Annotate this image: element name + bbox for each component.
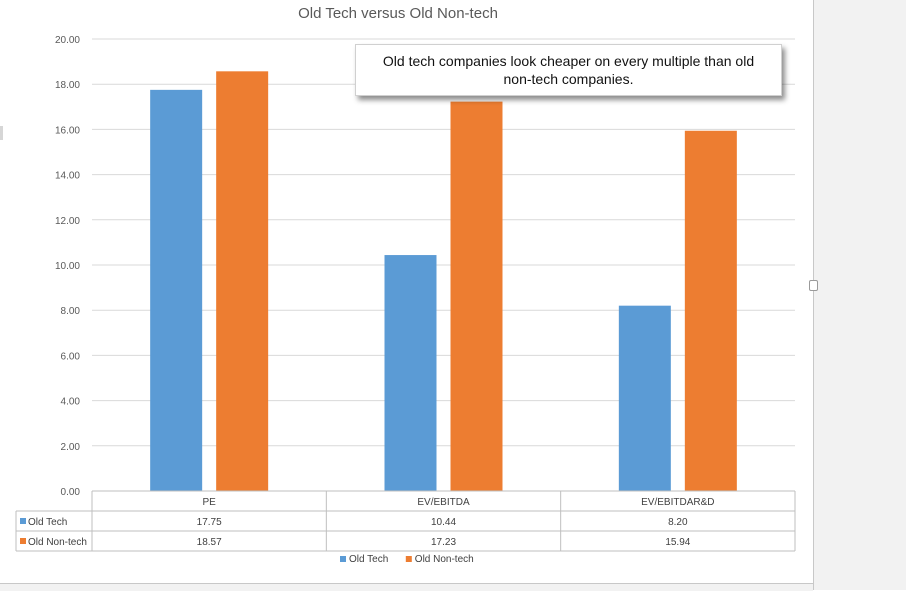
x-category-label: EV/EBITDA [417, 497, 470, 508]
y-tick-label: 12.00 [55, 216, 80, 227]
chart-resize-handle[interactable] [809, 280, 818, 291]
table-legend-key [20, 538, 26, 544]
y-tick-label: 2.00 [61, 442, 81, 453]
y-tick-label: 16.00 [55, 125, 80, 136]
data-table: PE EV/EBITDA EV/EBITDAR&D Old Tech 17.75 10.4… [15, 490, 796, 552]
table-legend-key [20, 518, 26, 524]
bar-old-non-tech-0 [216, 71, 269, 492]
bar-chart[interactable]: Old Tech versus Old Non-tech 0.00 2.00 4.0… [0, 0, 813, 583]
annotation-callout[interactable]: Old tech companies look cheaper on every… [355, 44, 782, 96]
bar-old-tech-1 [384, 255, 437, 491]
bar-old-non-tech-2 [684, 130, 737, 492]
table-series-name: Old Tech [28, 517, 67, 528]
y-axis: 0.00 2.00 4.00 6.00 8.00 10.00 12.00 14.00 16.00… [55, 35, 80, 498]
sheet-right-margin [813, 0, 906, 590]
y-tick-label: 20.00 [55, 35, 80, 46]
legend: Old Tech Old Non-tech [340, 554, 474, 565]
annotation-text: Old tech companies look cheaper on every… [382, 53, 755, 87]
table-series-name: Old Non-tech [28, 537, 87, 548]
x-category-label: EV/EBITDAR&D [641, 497, 714, 508]
data-label: 8.20 [668, 517, 688, 528]
y-tick-label: 14.00 [55, 171, 80, 182]
chart-title: Old Tech versus Old Non-tech [298, 5, 498, 22]
legend-key [340, 556, 346, 562]
x-category-label: PE [202, 497, 216, 508]
sheet-bottom-margin [0, 583, 813, 591]
bar-old-tech-0 [150, 89, 203, 491]
data-label: 18.57 [197, 537, 222, 548]
left-edge-marker [0, 126, 3, 140]
y-tick-label: 0.00 [61, 487, 81, 498]
bars [150, 71, 737, 492]
legend-label: Old Non-tech [415, 554, 474, 565]
data-label: 17.23 [431, 537, 456, 548]
data-label: 15.94 [665, 537, 690, 548]
legend-key [405, 556, 412, 562]
y-tick-label: 6.00 [61, 351, 81, 362]
y-tick-label: 8.00 [61, 306, 81, 317]
y-tick-label: 4.00 [61, 397, 81, 408]
y-tick-label: 10.00 [55, 261, 80, 272]
data-label: 10.44 [431, 517, 456, 528]
y-tick-label: 18.00 [55, 80, 80, 91]
bar-old-non-tech-1 [450, 101, 503, 492]
legend-label: Old Tech [349, 554, 388, 565]
bar-old-tech-2 [618, 305, 671, 491]
data-label: 17.75 [197, 517, 222, 528]
